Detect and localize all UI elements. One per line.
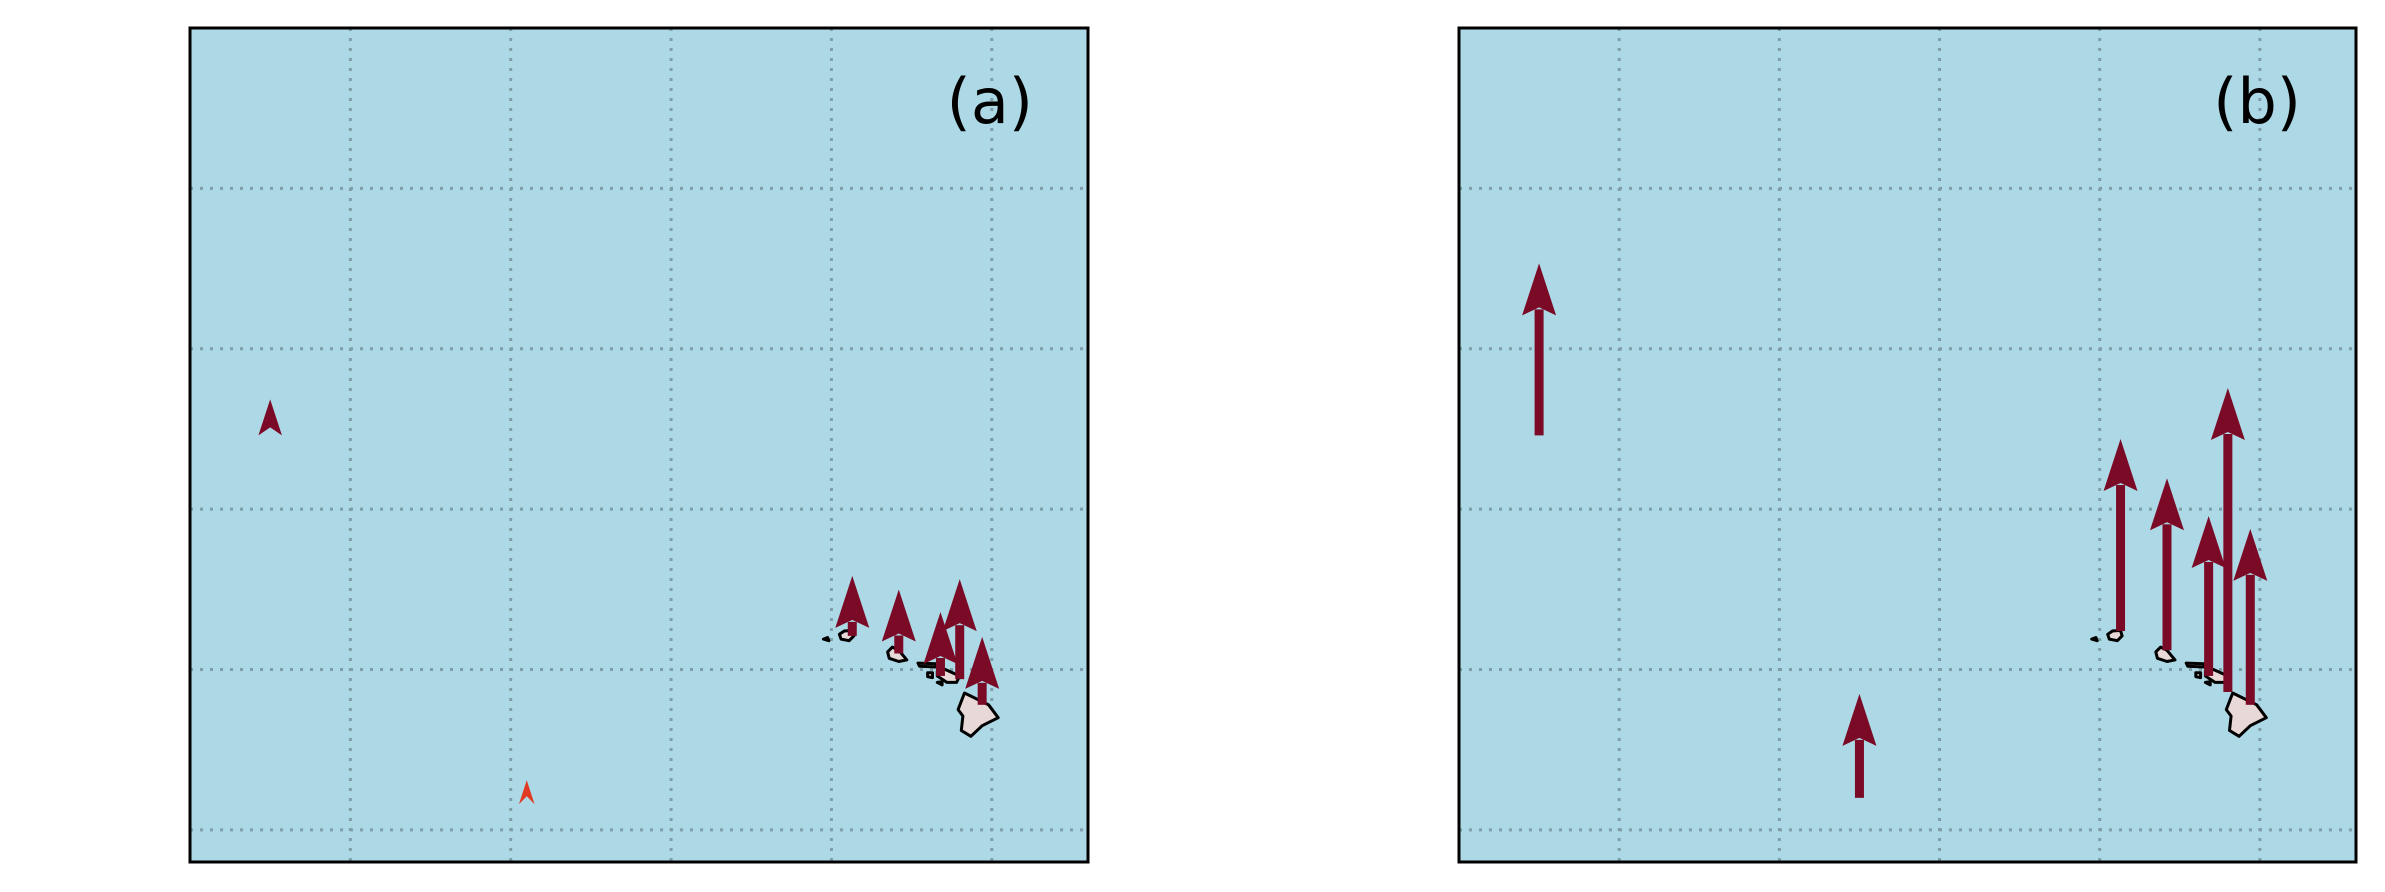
vector-arrows [258,399,1000,805]
vector-arrow-7-head [965,636,1000,689]
vector-arrow-1-head [258,399,282,436]
vector-arrow-2 [518,780,535,805]
vector-arrow-7 [965,636,1000,705]
island-oahu [2154,645,2177,663]
map-frame [1457,26,2358,864]
vector-arrow-2-shaft [1854,739,1864,798]
island-lanai [926,671,934,680]
vector-arrow-5-shaft [2204,561,2214,676]
vector-arrow-6-head [2210,387,2245,440]
map-panel-a: (a) [188,26,1090,864]
island-kahoolawe [935,680,944,687]
vector-arrow-1 [1522,263,1557,436]
ocean-background [190,28,1088,862]
vector-arrow-1-shaft [1534,309,1544,436]
panel-label: (a) [947,65,1033,138]
vector-arrow-4-head [881,589,916,642]
vector-arrow-5 [2191,515,2226,676]
vector-arrow-2-head [518,780,535,805]
vector-arrow-3-head [835,575,870,628]
island-kahoolawe [2203,680,2212,687]
vector-arrow-6-shaft [2223,433,2233,692]
island-niihau [821,636,831,643]
vector-arrow-5 [923,611,958,676]
vector-arrow-3 [835,575,870,636]
vector-arrow-3-head [2103,439,2138,492]
hawaiian-islands [2090,628,2268,738]
vector-arrow-7-head [2233,528,2268,581]
vector-arrow-5-head [923,611,958,664]
vector-arrow-7 [2233,528,2268,705]
vector-arrow-6 [2210,387,2245,692]
vector-arrow-5-head [2191,515,2226,568]
panel-label: (b) [2213,65,2301,138]
map-frame [188,26,1090,864]
island-molokai [916,661,939,669]
island-niihau [2090,636,2099,643]
vector-arrow-6 [942,579,977,680]
map-panel-b: (b) [1457,26,2358,864]
vector-arrow-6-shaft [955,625,965,680]
vector-arrow-7-shaft [977,682,987,705]
island-hawaii [2224,691,2268,738]
vector-arrow-1 [258,399,282,436]
vector-arrow-3-shaft [847,621,857,636]
island-lanai [2194,671,2203,680]
vector-arrow-2 [1842,693,1877,798]
vector-arrows [1522,263,2268,798]
vector-arrow-4-head [2149,478,2184,531]
island-oahu [886,645,909,663]
vector-arrow-4-shaft [2162,524,2172,651]
vector-arrow-3-shaft [2116,485,2126,632]
vector-arrow-5-shaft [935,657,945,676]
vector-arrow-4 [881,589,916,654]
vector-arrow-7-shaft [2245,574,2255,705]
vector-arrow-4-shaft [894,635,904,654]
island-hawaii [956,691,1000,738]
ocean-background [1459,28,2356,862]
vector-arrow-2-head [1842,693,1877,746]
vector-arrow-1-head [1522,263,1557,316]
vector-arrow-4 [2149,478,2184,651]
vector-arrow-6-head [942,579,977,632]
island-kauai [2106,628,2124,643]
vector-arrow-3 [2103,439,2138,632]
island-molokai [2184,661,2207,669]
